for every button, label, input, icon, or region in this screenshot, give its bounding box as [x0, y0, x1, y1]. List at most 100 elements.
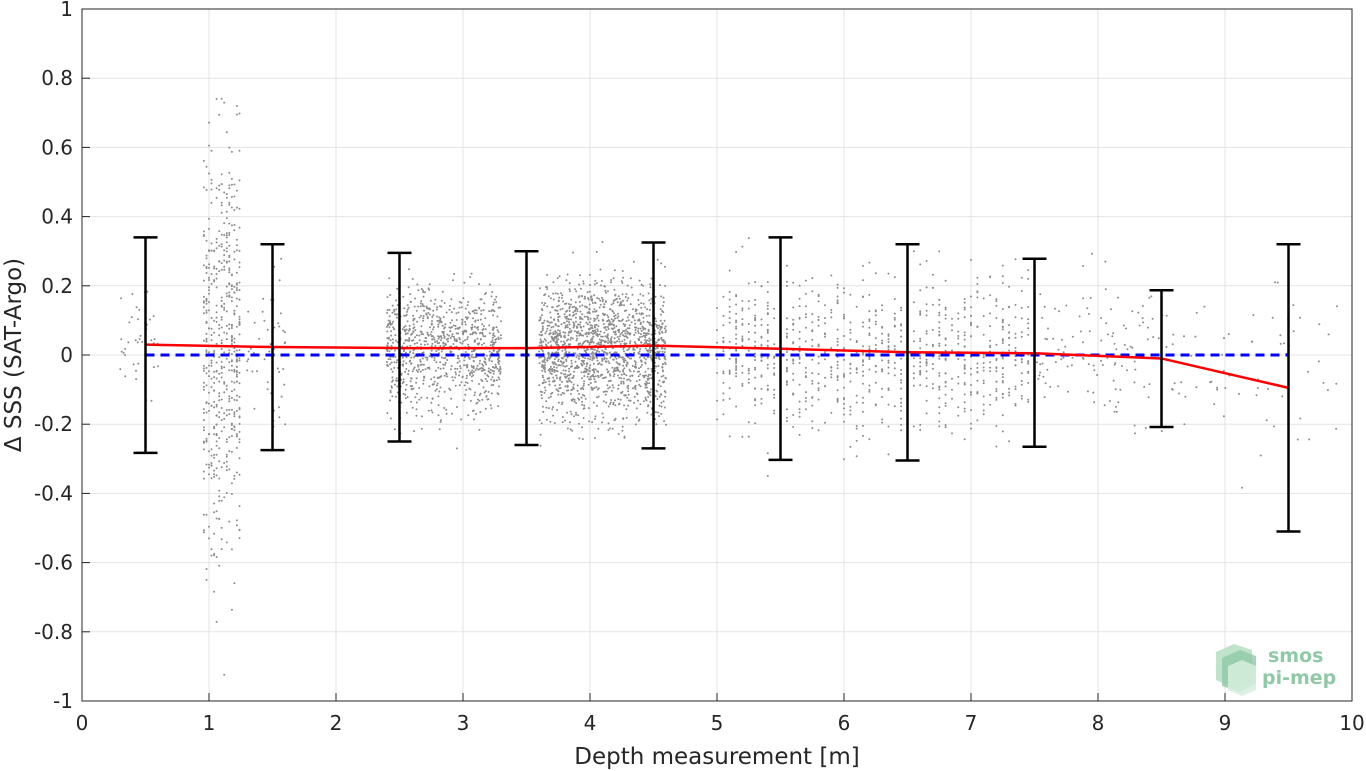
scatter-point — [1070, 364, 1073, 367]
scatter-point — [664, 377, 667, 379]
scatter-point — [785, 335, 788, 338]
scatter-point — [564, 365, 567, 368]
scatter-point — [970, 393, 972, 396]
scatter-point — [608, 351, 611, 354]
scatter-point — [559, 308, 562, 311]
scatter-point — [233, 426, 236, 429]
scatter-point — [230, 224, 233, 227]
scatter-point — [445, 372, 448, 375]
scatter-point — [553, 369, 556, 372]
scatter-point — [205, 411, 208, 414]
scatter-point — [1086, 307, 1089, 310]
scatter-point — [388, 308, 391, 311]
scatter-point — [573, 370, 575, 373]
scatter-point — [602, 323, 605, 325]
scatter-point — [220, 342, 223, 344]
scatter-point — [868, 320, 871, 323]
scatter-point — [629, 379, 632, 382]
scatter-point — [473, 312, 476, 314]
scatter-point — [393, 428, 396, 431]
scatter-point — [638, 356, 641, 359]
scatter-point — [637, 299, 640, 301]
scatter-point — [887, 334, 890, 337]
scatter-point — [591, 337, 594, 340]
scatter-point — [843, 291, 845, 294]
scatter-point — [656, 390, 659, 393]
scatter-point — [584, 305, 587, 308]
scatter-point — [266, 381, 269, 384]
scatter-point — [970, 314, 972, 317]
scatter-point — [422, 317, 425, 320]
scatter-point — [613, 315, 616, 318]
scatter-point — [760, 359, 763, 362]
scatter-point — [230, 548, 233, 551]
scatter-point — [469, 388, 472, 391]
scatter-point — [868, 293, 871, 296]
scatter-point — [235, 189, 238, 192]
scatter-point — [868, 348, 871, 351]
scatter-point — [205, 254, 208, 257]
scatter-point — [474, 325, 476, 328]
scatter-point — [931, 367, 934, 370]
scatter-point — [215, 316, 218, 319]
scatter-point — [887, 366, 890, 369]
scatter-point — [1173, 382, 1176, 385]
scatter-point — [413, 430, 415, 433]
scatter-point — [404, 393, 407, 396]
scatter-point — [238, 349, 241, 352]
scatter-point — [735, 327, 738, 330]
scatter-point — [1122, 324, 1125, 327]
scatter-point — [490, 295, 493, 298]
scatter-point — [1037, 377, 1040, 380]
scatter-point — [798, 415, 801, 418]
scatter-point — [925, 309, 928, 312]
scatter-point — [235, 238, 238, 241]
scatter-point — [235, 297, 238, 300]
scatter-point — [426, 333, 429, 336]
scatter-point — [208, 250, 210, 252]
scatter-point — [605, 357, 608, 360]
scatter-point — [663, 340, 666, 343]
scatter-point — [238, 382, 241, 385]
scatter-point — [475, 332, 478, 335]
scatter-point — [225, 441, 228, 443]
scatter-point — [422, 315, 425, 317]
scatter-point — [938, 425, 941, 428]
scatter-point — [1125, 327, 1127, 330]
scatter-point — [741, 384, 744, 387]
scatter-point — [409, 359, 412, 362]
scatter-point — [650, 333, 653, 336]
scatter-point — [1114, 362, 1117, 364]
scatter-point — [647, 390, 650, 393]
scatter-point — [1001, 326, 1004, 328]
scatter-point — [798, 357, 801, 360]
scatter-point — [439, 345, 442, 347]
scatter-point — [919, 384, 922, 387]
scatter-point — [925, 330, 928, 333]
scatter-point — [938, 311, 941, 314]
scatter-point — [235, 206, 238, 209]
scatter-point — [499, 306, 502, 309]
scatter-point — [411, 406, 414, 409]
scatter-point — [578, 283, 581, 286]
scatter-point — [233, 309, 236, 312]
scatter-point — [576, 365, 579, 368]
scatter-point — [488, 357, 491, 360]
scatter-point — [451, 335, 454, 338]
scatter-point — [995, 367, 998, 369]
scatter-point — [202, 279, 205, 282]
scatter-point — [215, 273, 218, 275]
scatter-point — [881, 387, 884, 390]
scatter-point — [127, 341, 130, 344]
scatter-point — [1148, 296, 1151, 299]
scatter-point — [1001, 282, 1004, 284]
scatter-point — [435, 384, 438, 387]
scatter-point — [417, 289, 420, 292]
scatter-point — [728, 305, 731, 308]
scatter-point — [615, 357, 618, 360]
scatter-point — [540, 340, 543, 342]
scatter-point — [213, 425, 216, 428]
scatter-point — [660, 262, 663, 265]
scatter-point — [253, 407, 256, 410]
scatter-point — [817, 293, 820, 296]
